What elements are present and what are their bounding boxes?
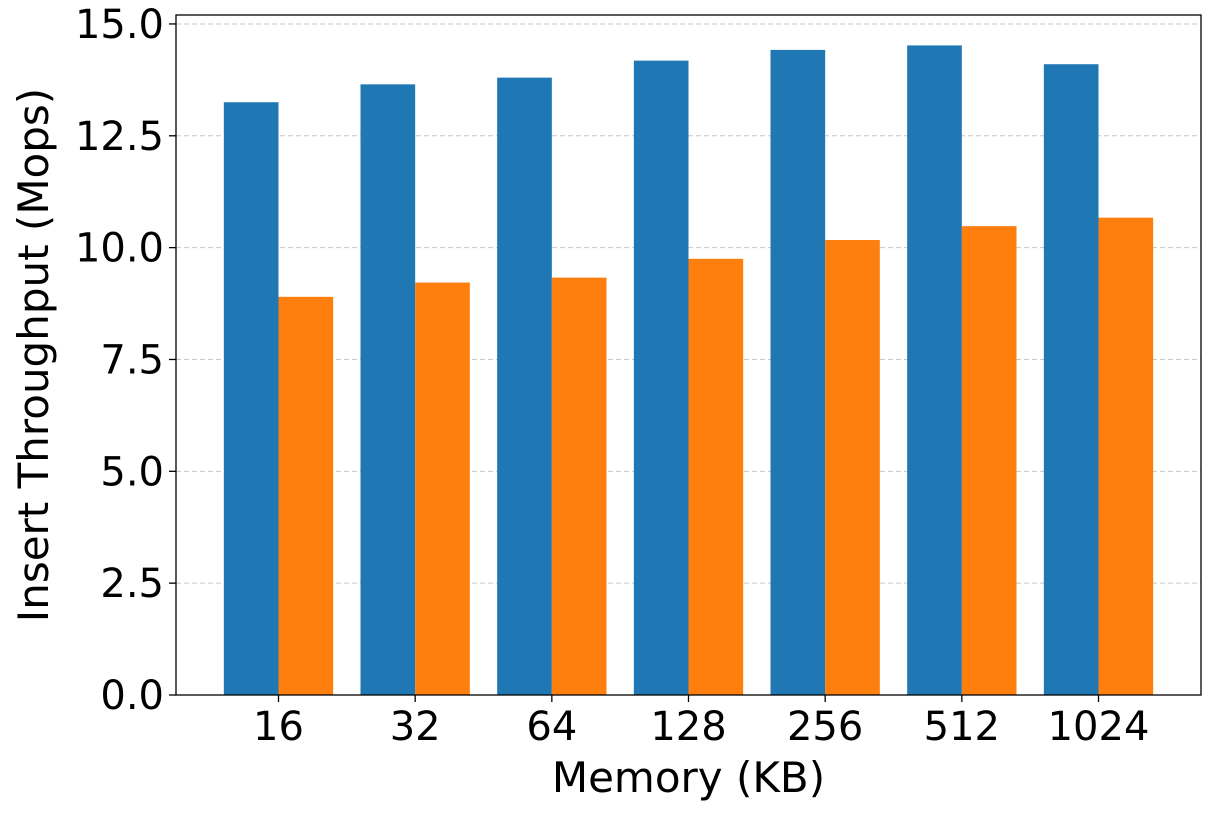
y-tick-label: 10.0 <box>75 226 164 272</box>
bar-series-1-64 <box>497 77 552 695</box>
x-axis-title: Memory (KB) <box>552 753 825 802</box>
y-tick-label: 2.5 <box>100 561 164 607</box>
bar-series-2-32 <box>415 282 470 695</box>
bar-series-2-16 <box>278 296 334 695</box>
bar-series-1-16 <box>223 102 279 696</box>
x-tick-label: 256 <box>787 704 863 750</box>
bar-series-2-128 <box>688 258 744 695</box>
bar-series-1-128 <box>633 60 689 695</box>
y-tick-label: 7.5 <box>100 337 164 383</box>
y-axis: 0.0 2.5 5.0 7.5 10.0 12.5 15.0 <box>75 2 176 719</box>
y-axis-title: Insert Throughput (Mops) <box>9 88 58 622</box>
bar-series-2-256 <box>825 240 880 696</box>
bar-series-1-32 <box>360 84 416 695</box>
x-tick-label: 128 <box>650 704 726 750</box>
y-tick-label: 15.0 <box>75 2 164 48</box>
bar-series-2-1024 <box>1098 217 1154 695</box>
x-axis: 16 32 64 128 256 512 1024 <box>253 695 1149 750</box>
bars <box>223 45 1154 696</box>
bar-series-1-256 <box>770 49 826 696</box>
bar-series-2-512 <box>961 226 1017 695</box>
bar-series-1-512 <box>907 45 962 696</box>
y-tick-label: 5.0 <box>100 449 164 495</box>
x-tick-label: 16 <box>253 704 304 750</box>
x-tick-label: 32 <box>390 704 441 750</box>
y-tick-label: 0.0 <box>100 673 164 719</box>
x-tick-label: 512 <box>924 704 1000 750</box>
y-tick-label: 12.5 <box>75 114 164 160</box>
x-tick-label: 1024 <box>1048 704 1150 750</box>
x-tick-label: 64 <box>526 704 577 750</box>
bar-series-2-64 <box>551 277 607 695</box>
bar-series-1-1024 <box>1043 64 1099 696</box>
